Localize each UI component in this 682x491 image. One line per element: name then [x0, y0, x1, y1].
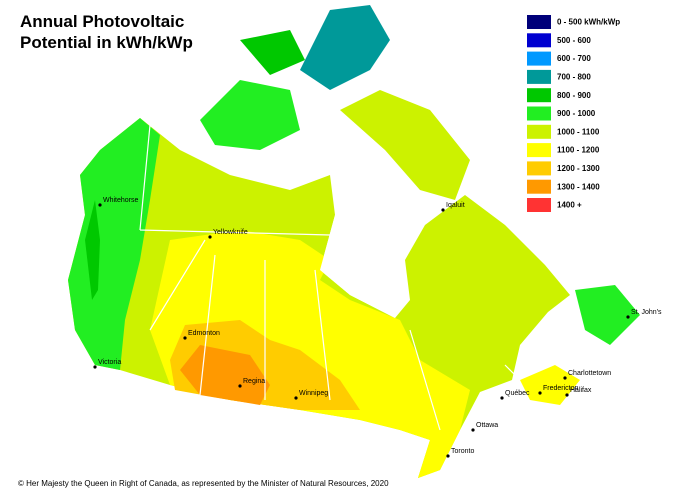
legend-label: 500 - 600 — [557, 36, 591, 45]
city-dot — [626, 315, 630, 319]
legend-label: 1200 - 1300 — [557, 164, 600, 173]
map-title: Annual Photovoltaic — [20, 12, 184, 31]
city-dot — [93, 365, 97, 369]
legend-label: 1300 - 1400 — [557, 182, 600, 191]
legend-swatch — [527, 69, 551, 84]
legend-swatch — [527, 161, 551, 176]
city-label: Victoria — [98, 359, 121, 366]
credit: © Her Majesty the Queen in Right of Cana… — [18, 479, 389, 488]
city-dot — [471, 428, 475, 432]
borders — [139, 124, 521, 431]
city-label: Halifax — [570, 387, 592, 394]
city-dot — [238, 384, 242, 388]
legend-swatch — [527, 88, 551, 103]
city-dot — [98, 203, 102, 207]
legend-label: 700 - 800 — [557, 73, 591, 82]
city-label: Yellowknife — [213, 229, 248, 236]
legend-label: 1400 + — [557, 201, 582, 210]
legend-label: 600 - 700 — [557, 54, 591, 63]
city-label: St. John's — [631, 309, 662, 316]
city-dot — [446, 454, 450, 458]
city-dot — [538, 391, 542, 395]
legend-swatch — [527, 179, 551, 194]
city-label: Regina — [243, 378, 265, 385]
legend-swatch — [527, 33, 551, 48]
legend-label: 0 - 500 kWh/kWp — [557, 18, 620, 27]
city-label: Charlottetown — [568, 370, 611, 377]
city-dot — [208, 235, 212, 239]
cities: Whitehorse Yellowknife Iqaluit St. John's Ed… — [93, 197, 662, 458]
city-label: Ottawa — [476, 422, 498, 429]
legend-swatch — [527, 124, 551, 139]
legend-label: 1100 - 1200 — [557, 146, 600, 155]
city-dot — [441, 208, 445, 212]
city-dot — [565, 393, 569, 397]
legend-swatch — [527, 106, 551, 121]
legend: 0 - 500 kWh/kWp 500 - 600 600 - 700 700 - 8… — [527, 15, 620, 212]
legend-swatch — [527, 198, 551, 212]
city-dot — [183, 336, 187, 340]
city-label: Iqaluit — [446, 202, 465, 209]
city-dot — [500, 396, 504, 400]
legend-swatch — [527, 143, 551, 158]
land — [68, 5, 640, 478]
city-dot — [294, 396, 298, 400]
city-label: Whitehorse — [103, 197, 139, 204]
city-label: Québec — [505, 390, 530, 397]
city-label: Edmonton — [188, 330, 220, 337]
city-label: Winnipeg — [299, 390, 328, 397]
legend-swatch — [527, 15, 551, 29]
city-label: Fredericton — [543, 385, 579, 392]
legend-label: 900 - 1000 — [557, 109, 596, 118]
legend-label: 800 - 900 — [557, 91, 591, 100]
legend-swatch — [527, 51, 551, 66]
city-dot — [563, 376, 567, 380]
map-title: Potential in kWh/kWp — [20, 33, 193, 52]
legend-label: 1000 - 1100 — [557, 127, 600, 136]
city-label: Toronto — [451, 448, 474, 455]
